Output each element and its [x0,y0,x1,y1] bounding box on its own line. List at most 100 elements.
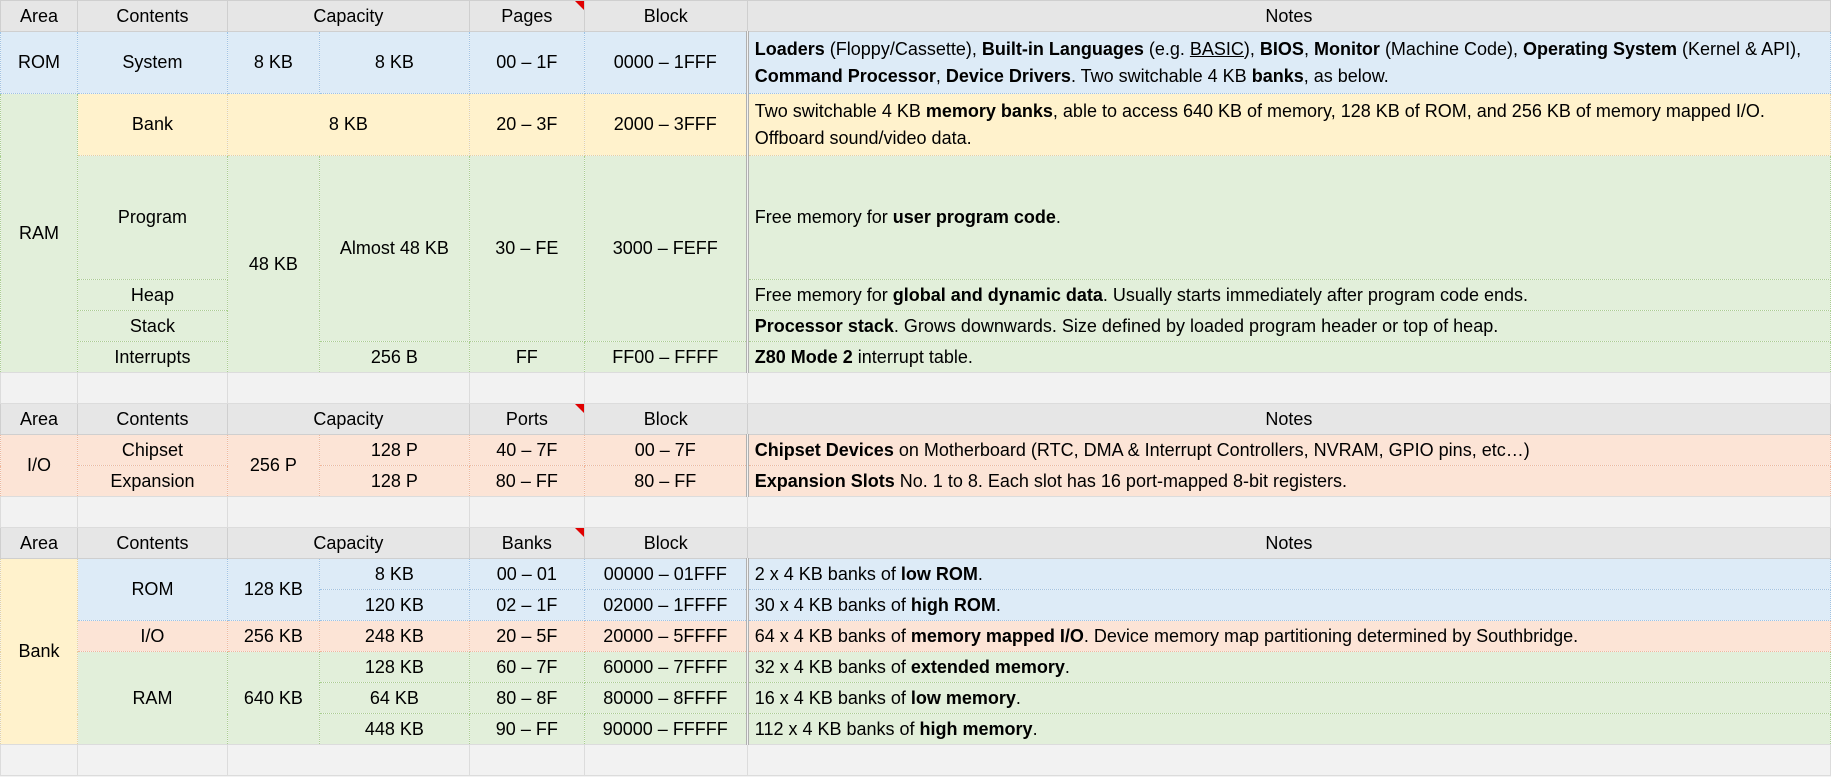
empty-cell[interactable] [468,496,585,528]
cell-capacity[interactable]: 256 P [226,434,320,497]
header-block[interactable]: Block [583,0,748,32]
cell-banks[interactable]: 60 – 7F [468,651,585,683]
cell-notes[interactable]: Expansion Slots No. 1 to 8. Each slot ha… [745,465,1831,497]
cell-capacity[interactable]: 128 KB [318,651,470,683]
header-capacity[interactable]: Capacity [226,403,470,435]
header-contents[interactable]: Contents [76,403,228,435]
cell-notes[interactable]: Loaders (Floppy/Cassette), Built-in Lang… [745,31,1831,94]
cell-contents[interactable]: Stack [76,310,228,342]
empty-cell[interactable] [76,744,228,776]
cell-contents[interactable]: Interrupts [76,341,228,373]
cell-area[interactable]: Bank [0,558,78,745]
cell-pages[interactable]: 00 – 1F [468,31,585,94]
cell-block[interactable]: 3000 – FEFF [583,155,748,342]
header-block[interactable]: Block [583,403,748,435]
header-area[interactable]: Area [0,0,78,32]
cell-capacity[interactable]: 128 P [318,434,470,466]
cell-pages[interactable]: 20 – 3F [468,93,585,156]
header-area[interactable]: Area [0,403,78,435]
cell-contents[interactable]: System [76,31,228,94]
cell-notes[interactable]: Z80 Mode 2 interrupt table. [745,341,1831,373]
header-contents[interactable]: Contents [76,0,228,32]
cell-banks[interactable]: 80 – 8F [468,682,585,714]
header-banks[interactable]: Banks [468,527,585,559]
cell-capacity[interactable]: 64 KB [318,682,470,714]
cell-capacity[interactable]: 640 KB [226,651,320,745]
cell-capacity[interactable]: 8 KB [226,93,470,156]
empty-cell[interactable] [226,372,470,404]
header-notes[interactable]: Notes [746,403,1831,435]
cell-notes[interactable]: 112 x 4 KB banks of high memory. [745,713,1831,745]
cell-block[interactable]: 80 – FF [583,465,748,497]
cell-notes[interactable]: 2 x 4 KB banks of low ROM. [745,558,1831,590]
header-capacity[interactable]: Capacity [226,0,470,32]
cell-capacity[interactable]: 256 KB [226,620,320,652]
empty-cell[interactable] [468,372,585,404]
empty-cell[interactable] [468,744,585,776]
cell-block[interactable]: 0000 – 1FFF [583,31,748,94]
cell-notes[interactable]: Chipset Devices on Motherboard (RTC, DMA… [745,434,1831,466]
cell-contents[interactable]: Bank [76,93,228,156]
header-contents[interactable]: Contents [76,527,228,559]
empty-cell[interactable] [746,496,1831,528]
cell-notes[interactable]: 30 x 4 KB banks of high ROM. [745,589,1831,621]
header-notes[interactable]: Notes [746,0,1831,32]
empty-cell[interactable] [583,496,748,528]
cell-block[interactable]: 90000 – FFFFF [583,713,748,745]
cell-banks[interactable]: 20 – 5F [468,620,585,652]
header-notes[interactable]: Notes [746,527,1831,559]
empty-cell[interactable] [0,496,78,528]
cell-block[interactable]: FF00 – FFFF [583,341,748,373]
header-ports[interactable]: Ports [468,403,585,435]
cell-pages[interactable]: FF [468,341,585,373]
cell-notes[interactable]: 16 x 4 KB banks of low memory. [745,682,1831,714]
cell-capacity[interactable]: 48 KB [226,155,320,373]
cell-capacity[interactable]: 128 P [318,465,470,497]
header-area[interactable]: Area [0,527,78,559]
cell-contents[interactable]: I/O [76,620,228,652]
cell-block[interactable]: 20000 – 5FFFF [583,620,748,652]
cell-notes[interactable]: Two switchable 4 KB memory banks, able t… [745,93,1831,156]
empty-cell[interactable] [76,496,228,528]
cell-area[interactable]: ROM [0,31,78,94]
empty-cell[interactable] [76,372,228,404]
cell-capacity[interactable]: 128 KB [226,558,320,621]
empty-cell[interactable] [583,372,748,404]
cell-area[interactable]: RAM [0,93,78,373]
header-capacity[interactable]: Capacity [226,527,470,559]
cell-block[interactable]: 80000 – 8FFFF [583,682,748,714]
empty-cell[interactable] [0,744,78,776]
empty-cell[interactable] [226,744,470,776]
header-block[interactable]: Block [583,527,748,559]
cell-ports[interactable]: 80 – FF [468,465,585,497]
empty-cell[interactable] [746,372,1831,404]
cell-capacity[interactable]: Almost 48 KB [318,155,470,342]
cell-block[interactable]: 60000 – 7FFFF [583,651,748,683]
cell-block[interactable]: 02000 – 1FFFF [583,589,748,621]
cell-banks[interactable]: 00 – 01 [468,558,585,590]
cell-capacity[interactable]: 248 KB [318,620,470,652]
empty-cell[interactable] [0,372,78,404]
cell-contents[interactable]: ROM [76,558,228,621]
cell-block[interactable]: 00 – 7F [583,434,748,466]
empty-cell[interactable] [746,744,1831,776]
cell-contents[interactable]: Expansion [76,465,228,497]
cell-banks[interactable]: 02 – 1F [468,589,585,621]
cell-notes[interactable]: Free memory for global and dynamic data.… [745,279,1831,311]
cell-ports[interactable]: 40 – 7F [468,434,585,466]
cell-notes[interactable]: 64 x 4 KB banks of memory mapped I/O. De… [745,620,1831,652]
cell-capacity[interactable]: 256 B [318,341,470,373]
cell-contents[interactable]: Heap [76,279,228,311]
cell-capacity[interactable]: 8 KB [318,31,470,94]
cell-notes[interactable]: Free memory for user program code. [745,155,1831,280]
cell-capacity[interactable]: 8 KB [226,31,320,94]
cell-capacity[interactable]: 8 KB [318,558,470,590]
cell-notes[interactable]: 32 x 4 KB banks of extended memory. [745,651,1831,683]
empty-cell[interactable] [583,744,748,776]
header-pages[interactable]: Pages [468,0,585,32]
cell-block[interactable]: 2000 – 3FFF [583,93,748,156]
cell-capacity[interactable]: 120 KB [318,589,470,621]
cell-pages[interactable]: 30 – FE [468,155,585,342]
cell-contents[interactable]: Chipset [76,434,228,466]
cell-area[interactable]: I/O [0,434,78,497]
